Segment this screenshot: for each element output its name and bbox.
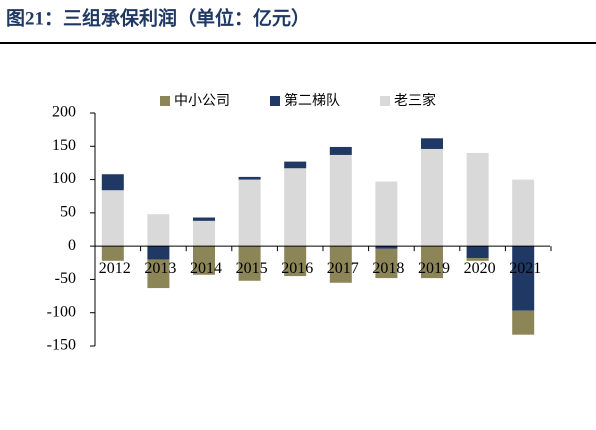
bar — [512, 246, 535, 311]
bar — [147, 246, 170, 260]
y-tick-label: 50 — [60, 204, 76, 221]
bar — [466, 258, 489, 261]
bar — [421, 138, 443, 149]
legend-swatch — [270, 96, 280, 106]
y-tick-label: -100 — [47, 303, 76, 320]
bar — [193, 220, 215, 247]
x-tick-label: 2015 — [236, 260, 268, 277]
bar — [193, 217, 215, 221]
bar — [375, 248, 398, 279]
y-tick-label: 150 — [52, 137, 76, 154]
bar — [147, 259, 170, 289]
y-tick-label: 0 — [68, 237, 76, 254]
bar — [284, 246, 307, 277]
bar — [329, 146, 352, 155]
bar — [101, 190, 124, 247]
legend-label: 第二梯队 — [284, 92, 340, 109]
bar — [238, 179, 261, 247]
legend-swatch — [380, 96, 390, 106]
legend-label: 老三家 — [394, 92, 436, 109]
y-tick-label: 100 — [52, 170, 76, 187]
x-tick-label: 2012 — [99, 260, 131, 277]
legend-label: 中小公司 — [174, 93, 230, 109]
legend-swatch — [160, 96, 170, 106]
bar — [101, 246, 124, 261]
bar — [466, 152, 489, 247]
x-tick-label: 2021 — [509, 260, 541, 277]
x-tick-label: 2014 — [190, 260, 222, 277]
bar — [147, 214, 170, 247]
y-tick-label: -50 — [55, 270, 76, 287]
bar — [329, 246, 352, 283]
x-tick-label: 2020 — [464, 260, 496, 277]
x-tick-label: 2019 — [418, 260, 450, 277]
x-tick-label: 2018 — [372, 260, 404, 277]
x-tick-label: 2017 — [327, 260, 359, 277]
x-tick-label: 2016 — [281, 260, 313, 277]
bar — [466, 246, 489, 259]
y-tick-label: -150 — [47, 337, 76, 354]
x-tick-label: 2013 — [144, 260, 176, 277]
bar — [421, 148, 443, 247]
bar — [375, 181, 398, 247]
chart-title: 图21：三组承保利润（单位：亿元） — [6, 6, 310, 29]
y-tick-label: 200 — [52, 104, 76, 121]
bar — [284, 168, 307, 247]
bar — [284, 161, 307, 169]
bar — [101, 174, 124, 191]
bar — [238, 176, 261, 180]
bar — [238, 246, 261, 281]
bar — [421, 246, 443, 279]
bar — [512, 310, 535, 335]
bar — [375, 246, 398, 249]
bar — [193, 246, 215, 275]
bar — [512, 179, 535, 247]
bar — [329, 154, 352, 247]
